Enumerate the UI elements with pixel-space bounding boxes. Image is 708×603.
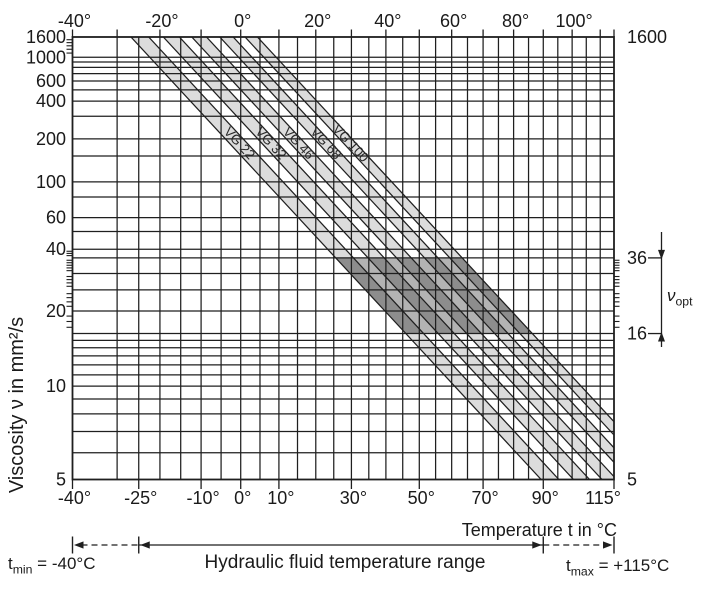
arrow-right-icon — [532, 541, 542, 549]
vg-band-optimal — [396, 257, 482, 334]
top-tick-label: 0° — [234, 11, 251, 31]
bottom-tick-label: 10° — [267, 488, 294, 508]
nu-opt-sub: opt — [675, 294, 693, 309]
left-tick-label: 10 — [46, 376, 66, 396]
bottom-tick-label: 115° — [585, 488, 621, 508]
bottom-tick-label: 30° — [340, 488, 367, 508]
vg-band-edge — [232, 37, 614, 449]
tmax-base: t — [566, 556, 571, 575]
bottom-tick-label: 50° — [408, 488, 435, 508]
tmax-sub: max — [570, 564, 594, 579]
vg-band-optimal — [424, 257, 509, 334]
right-tick-label: 5 — [627, 470, 637, 490]
arrow-right-icon — [603, 541, 613, 549]
vg-band-optimal — [335, 257, 424, 334]
bottom-tick-label: -40° — [58, 488, 91, 508]
arrow-up-icon — [658, 332, 665, 342]
top-tick-label: -20° — [145, 11, 178, 31]
bottom-tick-label: 90° — [532, 488, 559, 508]
arrow-down-icon — [658, 249, 665, 260]
tmin-annotation: tmin = -40°C — [8, 554, 95, 576]
tmax-annotation: tmax = +115°C — [566, 556, 669, 578]
vg-band-edge — [178, 37, 591, 480]
temperature-range-label: Hydraulic fluid temperature range — [204, 552, 486, 573]
top-tick-label: 40° — [374, 11, 401, 31]
tmin-value: = -40°C — [32, 554, 96, 573]
vg-band-edge — [206, 37, 614, 478]
top-tick-label: 80° — [502, 11, 529, 31]
left-tick-label: 600 — [36, 71, 66, 91]
left-tick-label: 20 — [46, 301, 66, 321]
bottom-tick-label: 0° — [234, 488, 251, 508]
vg-band-edge — [148, 37, 560, 480]
vg-band-optimal — [368, 257, 455, 334]
left-tick-label: 100 — [36, 172, 66, 192]
bottom-tick-label: -10° — [186, 488, 219, 508]
bottom-tick-label: -25° — [124, 488, 157, 508]
vg-band-edge — [162, 37, 574, 480]
top-tick-label: -40° — [58, 11, 91, 31]
vg-band-optimal — [449, 257, 533, 334]
right-tick-label: 36 — [627, 248, 647, 268]
x-axis-title: Temperature t in °C — [461, 520, 617, 540]
vg-band-edge — [191, 37, 603, 480]
vg-band-edge — [256, 37, 614, 423]
right-tick-label: 1600 — [627, 27, 667, 47]
vg-band-edge — [130, 37, 542, 480]
tmax-value: = +115°C — [593, 556, 670, 575]
vg-band-edge — [244, 37, 614, 436]
vg-band-edge — [219, 37, 614, 464]
tmin-sub: min — [12, 562, 33, 577]
arrow-left-icon — [74, 541, 84, 549]
left-tick-label: 1000 — [26, 47, 66, 67]
left-tick-label: 60 — [46, 208, 66, 228]
top-tick-label: 100° — [556, 11, 593, 31]
tmin-base: t — [8, 554, 13, 573]
y-axis-title: Viscosity ν in mm²/s — [6, 316, 28, 494]
top-tick-label: 20° — [304, 11, 331, 31]
left-tick-label: 5 — [56, 470, 66, 490]
bottom-tick-label: 70° — [471, 488, 498, 508]
left-tick-label: 40 — [46, 239, 66, 259]
left-tick-label: 400 — [36, 91, 66, 111]
left-tick-label: 200 — [36, 129, 66, 149]
arrow-left-icon — [140, 541, 150, 549]
nu-opt-annotation: νopt — [667, 286, 693, 308]
right-tick-label: 16 — [627, 324, 647, 344]
left-tick-label: 1600 — [26, 27, 66, 47]
plot-frame — [71, 36, 615, 481]
nu-opt-base: ν — [667, 286, 676, 305]
top-tick-label: 60° — [440, 11, 467, 31]
